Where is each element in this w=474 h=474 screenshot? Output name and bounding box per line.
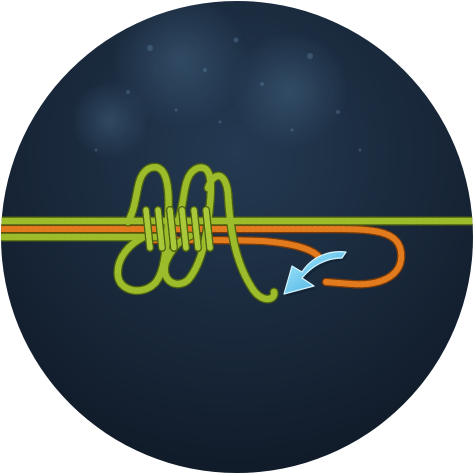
direction-arrow-icon xyxy=(283,251,348,297)
bokeh-particles xyxy=(70,1,362,160)
orange-line xyxy=(1,224,406,289)
knot-wraps xyxy=(142,206,214,252)
